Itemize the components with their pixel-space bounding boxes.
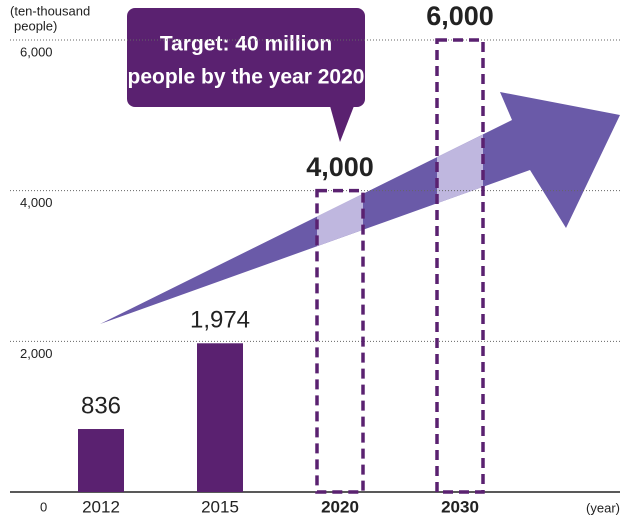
- value-label: 1,974: [190, 307, 250, 334]
- value-label: 6,000: [426, 1, 494, 31]
- y-tick-label: 6,000: [20, 44, 53, 59]
- target-box: [315, 188, 365, 494]
- y-tick-label: 0: [40, 499, 47, 514]
- callout-pointer: [330, 106, 354, 142]
- target-box: [435, 38, 485, 494]
- callout-text: Target: 40 million: [160, 33, 332, 56]
- y-axis-label: (ten-thousand: [10, 3, 90, 18]
- y-tick-label: 4,000: [20, 195, 53, 210]
- x-tick-label: 2030: [441, 497, 479, 516]
- value-label: 4,000: [306, 152, 374, 182]
- x-tick-label: 2015: [201, 497, 239, 516]
- x-tick-label: 2020: [321, 497, 359, 516]
- value-label: 836: [81, 392, 121, 419]
- y-axis-label: people): [14, 18, 57, 33]
- bar: [78, 429, 124, 492]
- x-axis-label: (year): [586, 500, 620, 515]
- x-tick-label: 2012: [82, 497, 120, 516]
- y-tick-label: 2,000: [20, 346, 53, 361]
- bar: [197, 343, 243, 492]
- callout-text: people by the year 2020: [128, 66, 365, 89]
- growth-arrow-highlight: [317, 92, 483, 324]
- callout-box: [127, 8, 365, 107]
